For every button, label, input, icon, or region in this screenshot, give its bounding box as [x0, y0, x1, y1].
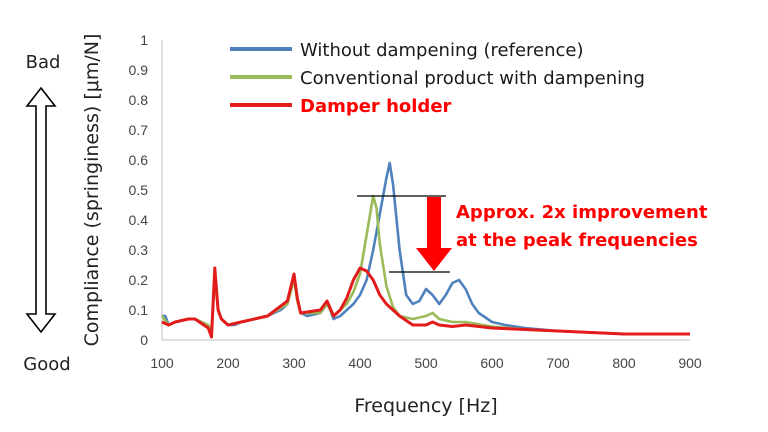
y-tick-labels: 0 0.1 0.2 0.3 0.4 0.5 0.6 0.7 0.8 0.9 1	[129, 32, 149, 348]
legend-label-conventional: Conventional product with dampening	[300, 68, 645, 89]
x-tick-label: 100	[150, 355, 174, 371]
series-lines	[160, 161, 690, 339]
x-tick-labels: 100 200 300 400 500 600 700 800 900	[150, 355, 702, 371]
series-line-damper-holder	[161, 266, 690, 339]
legend: Without dampening (reference) Convention…	[230, 40, 645, 117]
y-tick-label: 0.7	[129, 122, 149, 138]
y-tick-label: 0.5	[129, 182, 149, 198]
improvement-arrow	[416, 197, 452, 271]
x-tick-label: 300	[282, 355, 306, 371]
y-tick-label: 0.6	[129, 152, 149, 168]
legend-label-without-dampening: Without dampening (reference)	[300, 40, 584, 61]
y-tick-label: 0.9	[129, 62, 149, 78]
annotation-line-1: Approx. 2x improvement	[456, 202, 708, 223]
y-axis-title: Compliance (springiness) [μm/N]	[81, 34, 103, 347]
x-tick-label: 400	[348, 355, 372, 371]
y-tick-label: 0.3	[129, 242, 149, 258]
good-label: Good	[23, 354, 70, 375]
y-tick-label: 0.8	[129, 92, 149, 108]
axes	[161, 40, 690, 341]
x-tick-label: 800	[612, 355, 636, 371]
legend-label-damper-holder: Damper holder	[300, 96, 452, 117]
x-tick-label: 500	[414, 355, 438, 371]
x-axis-title: Frequency [Hz]	[354, 395, 497, 417]
double-arrow-icon	[25, 86, 57, 334]
x-tick-label: 900	[678, 355, 702, 371]
x-tick-label: 700	[546, 355, 570, 371]
x-tick-label: 600	[480, 355, 504, 371]
annotation-line-2: at the peak frequencies	[456, 230, 698, 251]
y-tick-label: 0.1	[129, 302, 149, 318]
y-tick-label: 0.2	[129, 272, 149, 288]
y-tick-label: 1	[140, 32, 148, 48]
y-tick-label: 0	[140, 332, 148, 348]
y-tick-label: 0.4	[129, 212, 149, 228]
x-tick-label: 200	[216, 355, 240, 371]
bad-label: Bad	[26, 52, 61, 73]
